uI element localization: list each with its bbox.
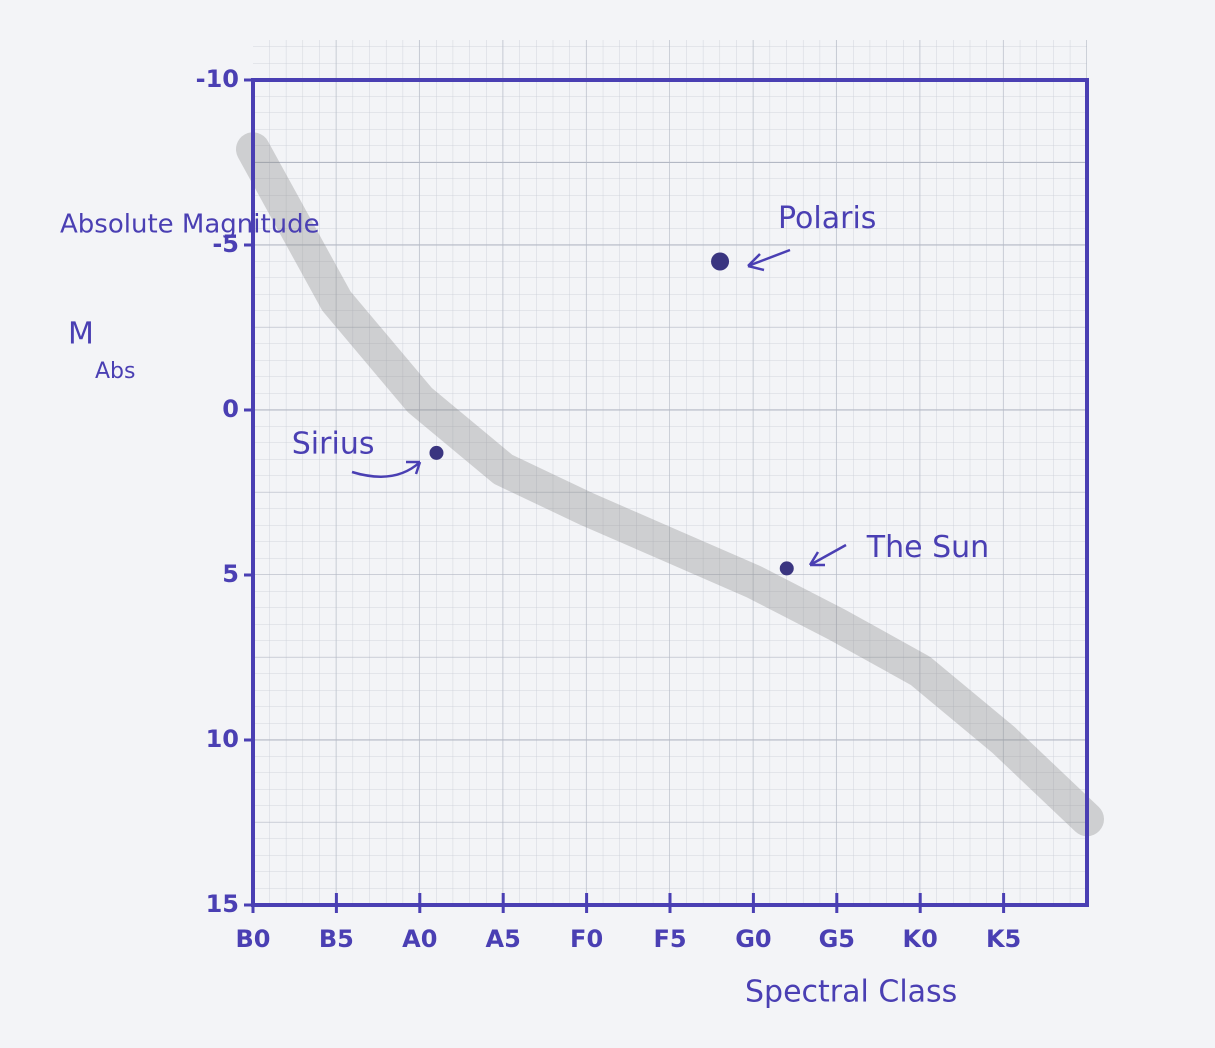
y-tick-label: 15 [206,890,239,918]
y-tick-label: 5 [222,560,239,588]
point-label: The Sun [866,530,989,565]
graph-paper-major [253,40,1087,905]
x-axis-label: Spectral Class [745,975,957,1010]
star-point [429,446,443,460]
y-axis-symbol: M [68,317,94,352]
x-tick-label: A0 [402,925,437,953]
y-axis-subscript: Abs [95,359,135,384]
x-tick-label: F5 [653,925,686,953]
point-label: Sirius [292,426,375,461]
x-tick-label: K5 [986,925,1021,953]
x-tick-label: G0 [735,925,771,953]
star-point [780,561,794,575]
x-tick-label: B0 [236,925,271,953]
x-tick-label: B5 [319,925,354,953]
x-tick-label: K0 [903,925,938,953]
y-tick-label: 10 [206,725,239,753]
y-axis-label: Absolute Magnitude [60,210,320,240]
chart: Absolute Magnitude M Abs Spectral Class … [0,0,1215,1048]
star-point [711,253,729,271]
x-tick-label: G5 [819,925,855,953]
x-tick-label: F0 [570,925,603,953]
y-tick-label: -5 [212,230,239,258]
point-label: Polaris [778,201,876,236]
y-tick-label: -10 [196,65,239,93]
y-tick-label: 0 [222,395,239,423]
x-tick-label: A5 [486,925,521,953]
